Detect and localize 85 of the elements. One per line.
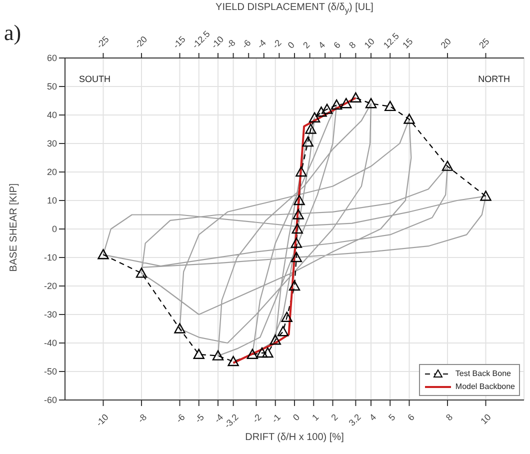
y-tick-label: -20 [44, 281, 57, 292]
point [292, 223, 303, 234]
x-tick-label: 10 [478, 412, 493, 426]
y-tick-label: 50 [46, 82, 57, 92]
point [302, 136, 314, 147]
point [246, 348, 258, 359]
x2-tick-label: 6 [332, 40, 342, 50]
x-tick-label: -2 [250, 412, 264, 425]
y-tick-label: 10 [46, 196, 57, 206]
y-tick-label: 20 [46, 167, 57, 178]
point [228, 356, 239, 366]
point [365, 98, 377, 108]
x-tick-label: -5 [193, 412, 206, 425]
x2-tick-label: 2 [301, 40, 312, 50]
point [330, 99, 342, 110]
x-tick-label: 4 [367, 412, 378, 423]
x-tick-label: 1 [310, 412, 321, 423]
x2-tick-label: 8 [347, 40, 358, 50]
point [292, 209, 304, 220]
point [98, 249, 109, 260]
point [350, 92, 362, 102]
point [277, 326, 289, 336]
y-tick-label: 60 [46, 53, 57, 64]
x2-tick-label: 25 [477, 36, 492, 50]
legend-label: Test Back Bone [455, 369, 511, 378]
point [288, 280, 300, 291]
y-tick-label: -10 [44, 252, 57, 263]
text: a) [4, 20, 22, 46]
point [442, 160, 454, 171]
x2-axis-title: YIELD DISPLACEMENT (δ/δ$_{y}$) [UL] [214, 2, 374, 15]
point [270, 334, 281, 345]
x-tick-label: -10 [94, 412, 110, 428]
x-tick-label: -6 [174, 412, 187, 425]
point [290, 252, 302, 262]
x2-tick-label: 0 [286, 40, 296, 50]
point [480, 190, 492, 201]
point [193, 348, 204, 359]
point [384, 100, 396, 112]
y-tick-label: 30 [46, 138, 57, 149]
x2-tick-label: -2 [270, 38, 284, 50]
point [212, 350, 224, 360]
x2-tick-label: 15 [400, 36, 415, 50]
annotation: NORTH [478, 74, 510, 84]
x-tick-label: 0 [290, 412, 302, 423]
x-tick-label: 3.2 [346, 412, 363, 428]
x2-tick-label: -15 [171, 34, 188, 50]
point [308, 112, 320, 122]
point [340, 98, 352, 108]
y-tick-label: -30 [44, 310, 57, 320]
x-tick-label: 2 [329, 412, 340, 423]
point [262, 347, 274, 358]
x-tick-label: -8 [136, 412, 149, 425]
point [281, 312, 292, 322]
x2-tick-label: -4 [255, 38, 268, 50]
y-tick-label: 0 [52, 224, 57, 234]
point [316, 106, 327, 117]
point [404, 114, 415, 124]
x2-tick-label: -6 [240, 38, 253, 50]
x2-tick-label: 4 [316, 40, 328, 50]
x2-tick-label: 10 [362, 36, 376, 50]
x-tick-label: 5 [386, 412, 398, 423]
y-tick-label: -40 [44, 338, 57, 348]
x2-tick-label: -10 [209, 34, 226, 50]
annotation: SOUTH [79, 74, 110, 84]
x-tick-label: 6 [406, 412, 416, 423]
x-axis-title: DRIFT (δ/H x 100) [%] [244, 432, 345, 443]
point [321, 104, 333, 114]
y-axis-title: BASE SHEAR [KIP] [8, 182, 20, 274]
point [174, 323, 186, 334]
y-tick-label: -60 [44, 395, 57, 406]
x-tick-label: -1 [270, 412, 282, 425]
x-tick-label: 8 [444, 412, 455, 423]
point [256, 347, 268, 358]
point [294, 194, 305, 206]
point [305, 124, 316, 134]
y-tick-label: 40 [46, 110, 57, 120]
x2-tick-label: -8 [224, 38, 238, 50]
point [296, 166, 307, 177]
point [290, 238, 302, 248]
y-tick-label: -50 [44, 366, 57, 377]
legend-label: Model Backbone [455, 382, 515, 391]
point [136, 268, 148, 278]
x2-tick-label: 20 [438, 36, 453, 50]
x2-tick-label: -25 [94, 34, 111, 50]
x2-tick-label: -20 [132, 34, 150, 50]
